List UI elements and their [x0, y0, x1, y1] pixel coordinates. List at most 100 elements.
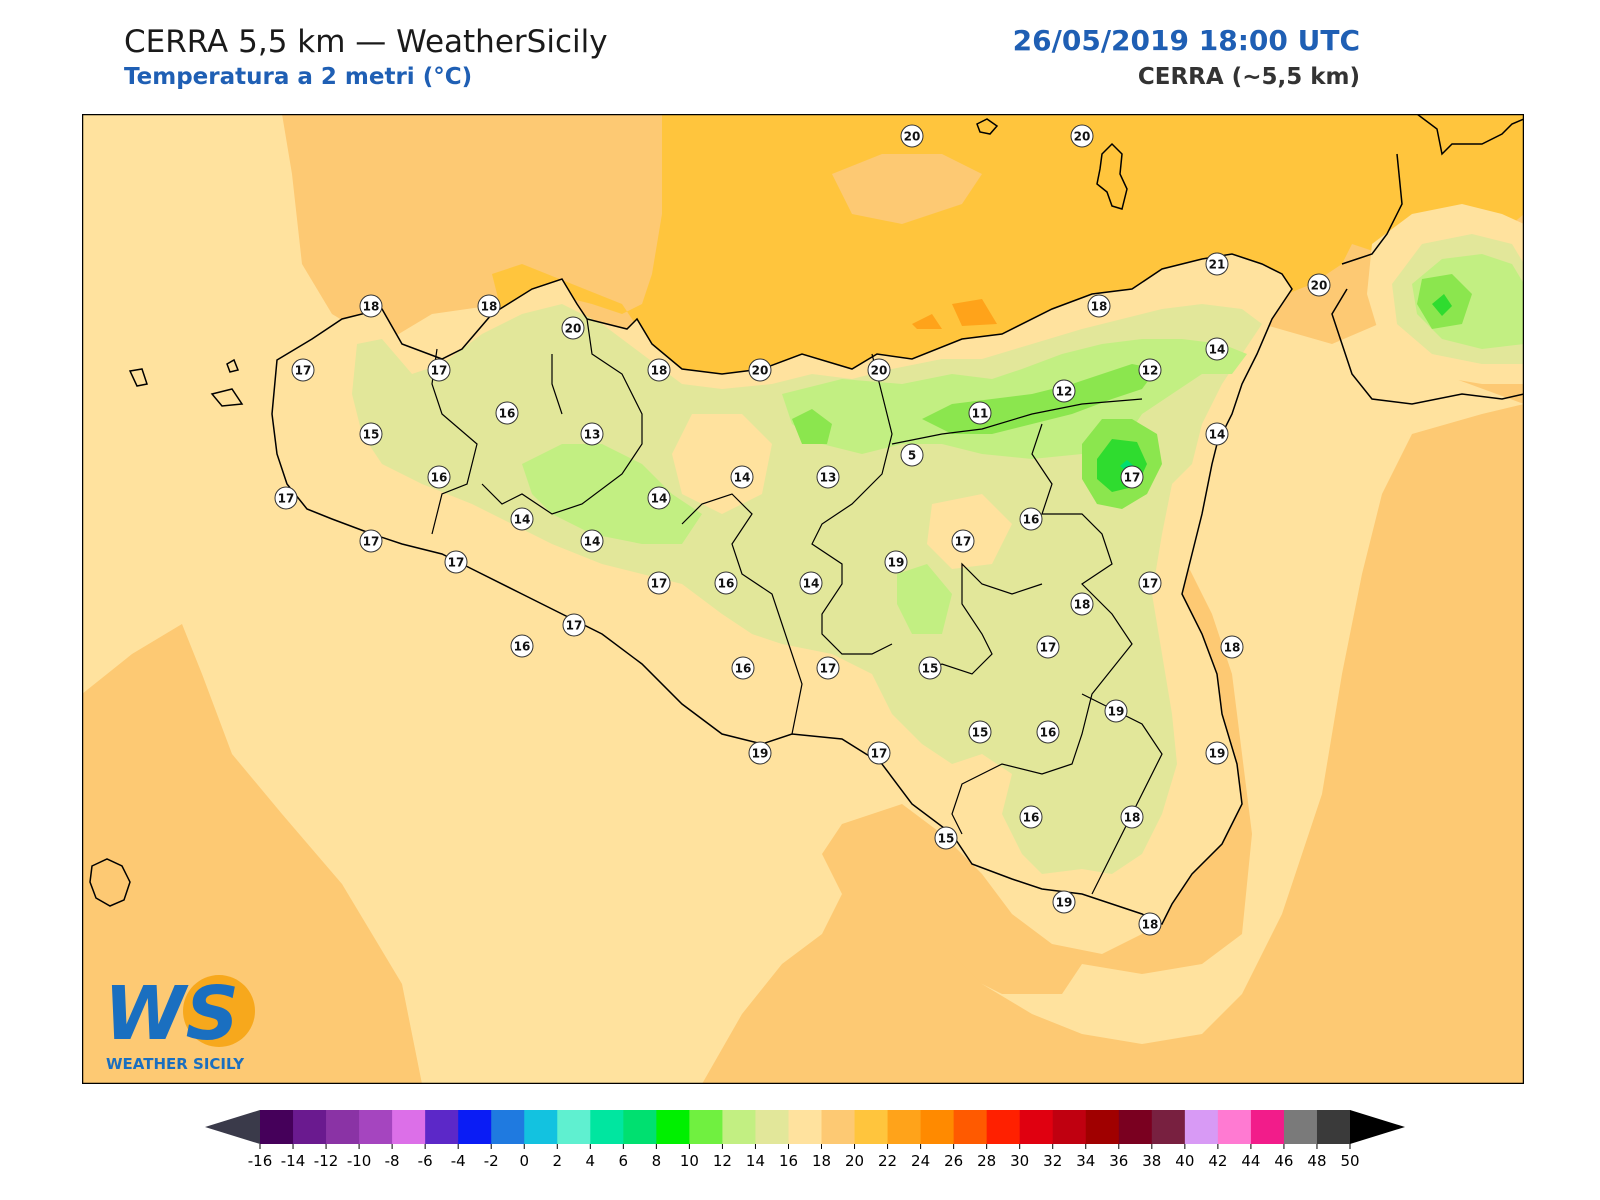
station-dot — [444, 550, 468, 574]
station-marker: 16 — [427, 465, 451, 489]
station-dot — [900, 124, 924, 148]
weather-sicily-logo: WS WEATHER SICILY — [104, 971, 255, 1073]
station-value: 18 — [1091, 300, 1108, 314]
station-value: 19 — [752, 747, 769, 761]
colorbar-swatch — [557, 1110, 591, 1144]
station-marker: 13 — [580, 422, 604, 446]
colorbar-tick-label: -2 — [484, 1152, 499, 1170]
colorbar-tick-label: 26 — [944, 1152, 963, 1170]
station-value: 16 — [431, 471, 448, 485]
station-value: 16 — [718, 577, 735, 591]
station-dot — [1220, 635, 1244, 659]
field-10-12-madonie — [792, 409, 832, 444]
station-dot — [359, 294, 383, 318]
station-marker: 19 — [1205, 741, 1229, 765]
station-dot — [968, 720, 992, 744]
station-value: 20 — [871, 364, 888, 378]
station-labels: 20 20 21 20 18 18 20 17 17 18 20 20 18 12 14 12 11 16 13 15… — [274, 124, 1331, 936]
station-dot — [495, 401, 519, 425]
station-marker: 20 — [1070, 124, 1094, 148]
colorbar-swatch — [1250, 1110, 1285, 1144]
colorbar-swatch — [1283, 1110, 1318, 1144]
station-dot — [580, 422, 604, 446]
station-marker: 17 — [1120, 465, 1144, 489]
colorbar-high-arrow — [1350, 1110, 1405, 1144]
station-marker: 18 — [647, 358, 671, 382]
colorbar-swatch — [458, 1110, 492, 1144]
station-value: 17 — [820, 662, 837, 676]
colorbar-swatch — [920, 1110, 955, 1144]
station-marker: 18 — [1087, 294, 1111, 318]
field-12-14-south — [897, 564, 952, 634]
station-value: 18 — [651, 364, 668, 378]
station-marker: 14 — [1205, 422, 1229, 446]
map-subtitle: Temperatura a 2 metri (°C) — [124, 64, 473, 90]
colorbar-tick-label: 48 — [1307, 1152, 1326, 1170]
station-dot — [867, 358, 891, 382]
colorbar-swatch — [425, 1110, 459, 1144]
colorbar-low-arrow — [205, 1110, 260, 1144]
station-dot — [867, 741, 891, 765]
colorbar-tick-label: 50 — [1340, 1152, 1359, 1170]
station-dot — [1307, 273, 1331, 297]
station-marker: 19 — [884, 550, 908, 574]
station-dot — [816, 465, 840, 489]
station-dot — [1070, 592, 1094, 616]
station-dot — [1205, 741, 1229, 765]
station-value: 15 — [363, 428, 380, 442]
station-dot — [477, 294, 501, 318]
station-value: 19 — [1209, 747, 1226, 761]
colorbar-swatch — [986, 1110, 1021, 1144]
station-dot — [1205, 252, 1229, 276]
station-value: 15 — [922, 662, 939, 676]
temperature-colorbar: -16 -14 -12 -10 -8 -6 -4 -2 0 2 4 6 8 10 12 14 16 18 20 22 2… — [205, 1110, 1405, 1170]
station-dot — [561, 316, 585, 340]
station-value: 17 — [1124, 471, 1141, 485]
station-value: 17 — [278, 492, 295, 506]
station-value: 19 — [1108, 705, 1125, 719]
colorbar-swatch — [854, 1110, 889, 1144]
station-dot — [748, 741, 772, 765]
station-marker: 17 — [1036, 635, 1060, 659]
station-dot — [510, 634, 534, 658]
station-dot — [951, 529, 975, 553]
colorbar-swatch — [1151, 1110, 1186, 1144]
station-dot — [1104, 699, 1128, 723]
station-marker: 15 — [918, 656, 942, 680]
station-marker: 18 — [477, 294, 501, 318]
station-marker: 14 — [580, 529, 604, 553]
station-dot — [1019, 507, 1043, 531]
colorbar-swatch — [491, 1110, 525, 1144]
station-dot — [1120, 465, 1144, 489]
station-marker: 17 — [427, 358, 451, 382]
colorbar-swatch — [293, 1110, 327, 1144]
station-marker: 16 — [495, 401, 519, 425]
colorbar-swatch — [887, 1110, 922, 1144]
colorbar-swatch — [623, 1110, 657, 1144]
station-marker: 19 — [1104, 699, 1128, 723]
logo-name: WEATHER SICILY — [106, 1055, 245, 1073]
field-calabria-8-10 — [1432, 294, 1452, 316]
station-value: 19 — [1056, 896, 1073, 910]
field-16-18-inner-3 — [782, 699, 882, 739]
sicily-coastline — [271, 253, 1293, 926]
colorbar-tick-label: 8 — [652, 1152, 662, 1170]
station-marker: 19 — [748, 741, 772, 765]
station-value: 12 — [1056, 385, 1073, 399]
station-dot — [1019, 805, 1043, 829]
station-value: 14 — [734, 471, 751, 485]
station-value: 14 — [651, 492, 668, 506]
station-value: 13 — [820, 471, 837, 485]
station-value: 16 — [1023, 513, 1040, 527]
station-value: 18 — [1074, 598, 1091, 612]
colorbar-tick-label: -6 — [418, 1152, 433, 1170]
station-dot — [799, 571, 823, 595]
colorbar-tick-label: 20 — [845, 1152, 864, 1170]
station-dot — [1205, 337, 1229, 361]
station-dot — [1138, 912, 1162, 936]
colorbar-tick-label: -4 — [451, 1152, 466, 1170]
station-value: 20 — [752, 364, 769, 378]
colorbar-tick-label: 0 — [519, 1152, 529, 1170]
station-marker: 16 — [1019, 805, 1043, 829]
station-dot — [968, 401, 992, 425]
